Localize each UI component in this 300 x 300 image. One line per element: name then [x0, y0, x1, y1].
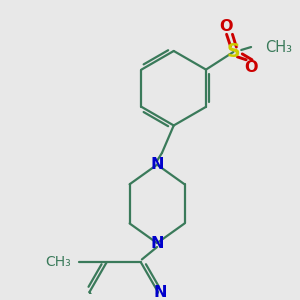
- Text: CH₃: CH₃: [46, 255, 71, 269]
- Text: N: N: [150, 236, 164, 250]
- Text: O: O: [244, 60, 258, 75]
- Text: S: S: [227, 42, 240, 62]
- Text: CH₃: CH₃: [265, 40, 292, 55]
- Text: N: N: [150, 157, 164, 172]
- Text: O: O: [219, 19, 232, 34]
- Text: N: N: [153, 285, 167, 300]
